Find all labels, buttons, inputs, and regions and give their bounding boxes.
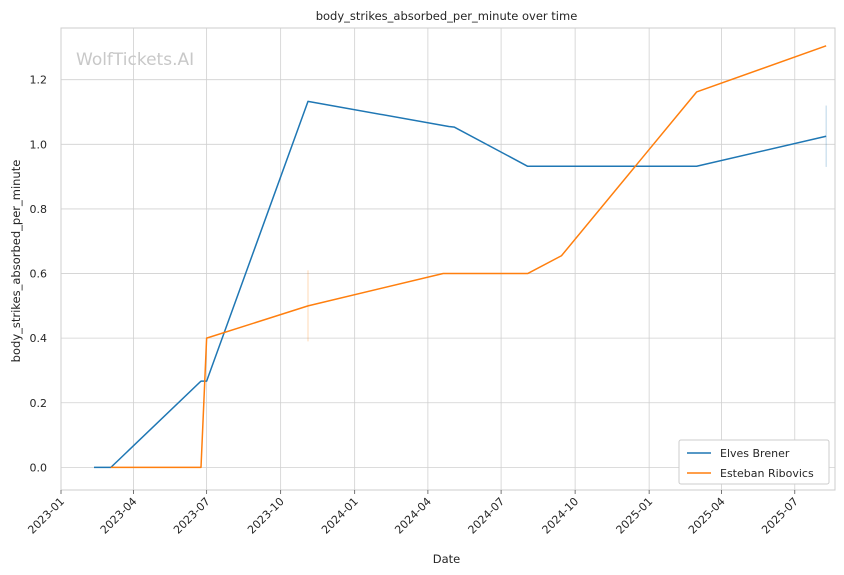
chart-title: body_strikes_absorbed_per_minute over ti… [316,9,578,23]
x-tick-label: 2023-10 [245,495,287,537]
y-tick-label: 0.4 [30,332,48,345]
x-tick-label: 2025-01 [614,495,656,537]
y-tick-label: 0.2 [30,397,48,410]
x-tick-label: 2025-04 [686,495,728,537]
legend-box [678,439,830,485]
y-tick-label: 1.0 [30,138,48,151]
y-tick-label: 0.6 [30,268,48,281]
x-axis-label: Date [433,552,461,566]
legend-label-elves-brener: Elves Brener [720,447,790,460]
x-tick-label: 2024-07 [466,495,508,537]
y-tick-label: 0.8 [30,203,48,216]
legend: Elves Brener Esteban Ribovics [678,439,830,485]
y-tick-label: 0.0 [30,461,48,474]
x-tick-label: 2024-01 [319,495,361,537]
y-axis-ticks: 0.0 0.2 0.4 0.6 0.8 1.0 1.2 [30,74,48,475]
x-tick-label: 2023-01 [25,495,67,537]
y-axis-label: body_strikes_absorbed_per_minute [9,160,23,363]
series-line-elves-brener [93,100,827,469]
x-tick-label: 2025-07 [759,495,801,537]
x-tick-label: 2023-07 [171,495,213,537]
watermark: WolfTickets.AI [76,50,194,70]
x-axis-ticks: 2023-01 2023-04 2023-07 2023-10 2024-01 2024-… [25,490,801,537]
x-tick-label: 2023-04 [98,495,140,537]
series-line-esteban-ribovics [110,45,827,469]
x-tick-label: 2024-04 [392,495,434,537]
y-tick-label: 1.2 [30,74,48,87]
plot-area [60,27,836,491]
series-lines [93,45,827,469]
x-tick-label: 2024-10 [540,495,582,537]
legend-label-esteban-ribovics: Esteban Ribovics [720,467,814,480]
